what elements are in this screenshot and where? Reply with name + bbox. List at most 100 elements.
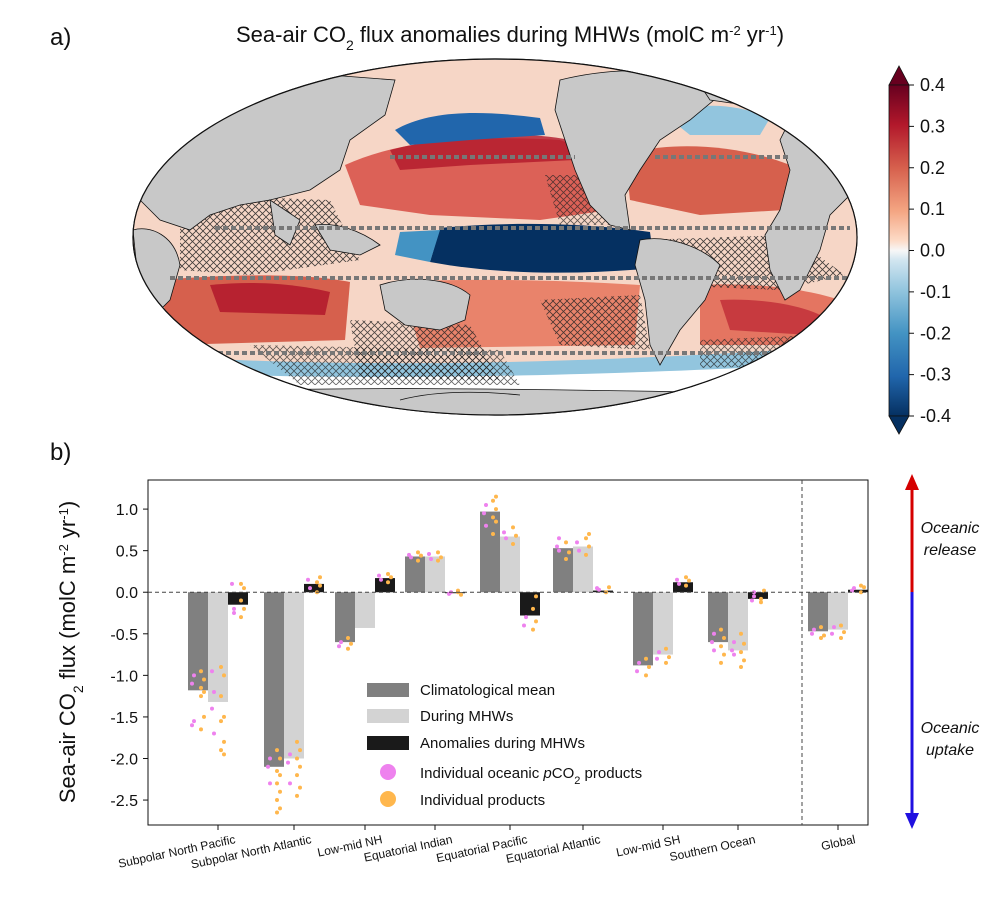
- pco2-product-dot: [575, 540, 579, 545]
- bar-anomalies-during-mhws-7: [748, 592, 768, 599]
- colorbar-tick-label: 0.1: [920, 199, 945, 219]
- pco2-product-dot: [635, 669, 639, 674]
- individual-product-dot: [719, 660, 723, 665]
- individual-product-dot: [436, 558, 440, 563]
- bar-anomalies-during-mhws-0: [228, 592, 248, 605]
- colorbar: 0.4 0.3 0.2 0.1 0.0 -0.1 -0.2 -0.3 -0.4: [888, 65, 951, 435]
- pco2-product-dot: [212, 689, 216, 694]
- individual-product-dot: [346, 646, 350, 651]
- individual-product-dot: [278, 756, 282, 761]
- individual-product-dot: [722, 652, 726, 657]
- pco2-product-dot: [522, 623, 526, 628]
- individual-product-dot: [859, 590, 863, 595]
- pco2-product-dot: [595, 586, 599, 591]
- pco2-product-dot: [210, 706, 214, 711]
- bar-during-mhws-1: [284, 592, 304, 759]
- legend-label-climatological: Climatological mean: [420, 682, 555, 699]
- individual-product-dot: [439, 555, 443, 560]
- individual-product-dot: [684, 575, 688, 580]
- pco2-product-dot: [482, 511, 486, 516]
- legend-label-pco2: Individual oceanic pCO2 products: [420, 765, 642, 787]
- pco2-product-dot: [288, 752, 292, 757]
- y-tick-label: 1.0: [116, 502, 138, 519]
- pco2-product-dot: [308, 586, 312, 591]
- y-tick-label: -2.5: [110, 793, 138, 810]
- pco2-product-dot: [712, 648, 716, 653]
- release-arrow-head: [905, 474, 919, 490]
- individual-product-dot: [739, 665, 743, 670]
- individual-product-dot: [416, 558, 420, 563]
- bar-anomalies-during-mhws-5: [593, 590, 613, 593]
- individual-product-dot: [511, 525, 515, 530]
- individual-product-dot: [295, 793, 299, 798]
- individual-product-dot: [739, 650, 743, 655]
- individual-product-dot: [459, 592, 463, 597]
- individual-product-dot: [386, 571, 390, 576]
- bar-anomalies-during-mhws-1: [304, 583, 324, 593]
- pco2-product-dot: [732, 640, 736, 645]
- individual-product-dot: [239, 581, 243, 586]
- individual-product-dot: [278, 806, 282, 811]
- pco2-product-dot: [230, 581, 234, 586]
- pco2-product-dot: [192, 719, 196, 724]
- y-axis-label: Sea-air CO2 flux (molC m-2 yr-1): [55, 501, 86, 803]
- individual-product-dot: [278, 773, 282, 778]
- pco2-product-dot: [210, 669, 214, 674]
- individual-product-dot: [644, 656, 648, 661]
- pco2-product-dot: [637, 660, 641, 665]
- bar-during-mhws-5: [573, 546, 593, 593]
- individual-product-dot: [219, 748, 223, 753]
- individual-product-dot: [491, 515, 495, 520]
- individual-product-dot: [859, 583, 863, 588]
- pco2-product-dot: [447, 591, 451, 596]
- individual-product-dot: [295, 773, 299, 778]
- uptake-label-line2: uptake: [926, 742, 974, 759]
- pco2-product-dot: [557, 536, 561, 541]
- individual-product-dot: [275, 810, 279, 815]
- x-tick-label: Global: [820, 832, 857, 853]
- bar-climatological-mean-2: [335, 592, 355, 643]
- individual-product-dot: [346, 635, 350, 640]
- panel-a-label: a): [50, 24, 71, 51]
- y-tick-label: -2.0: [110, 751, 138, 768]
- individual-product-dot: [202, 689, 206, 694]
- pco2-product-dot: [732, 652, 736, 657]
- y-tick-label: -1.0: [110, 668, 138, 685]
- individual-product-dot: [534, 594, 538, 599]
- individual-product-dot: [242, 606, 246, 611]
- individual-product-dot: [275, 768, 279, 773]
- bar-during-mhws-8: [828, 592, 848, 630]
- bar-climatological-mean-8: [808, 592, 828, 632]
- individual-product-dot: [531, 627, 535, 632]
- individual-product-dot: [664, 660, 668, 665]
- plot-frame: [147, 479, 869, 826]
- individual-product-dot: [295, 756, 299, 761]
- pco2-product-dot: [232, 611, 236, 616]
- bar-climatological-mean-7: [708, 592, 728, 643]
- individual-product-dot: [219, 665, 223, 670]
- individual-product-dot: [667, 655, 671, 660]
- legend-swatch-anomalies: [367, 736, 409, 750]
- individual-product-dot: [607, 585, 611, 590]
- individual-product-dot: [494, 519, 498, 524]
- individual-product-dot: [491, 498, 495, 503]
- pco2-product-dot: [232, 606, 236, 611]
- individual-product-dot: [759, 600, 763, 605]
- legend-dot-individual: [380, 791, 396, 807]
- legend-label-anomalies: Anomalies during MHWs: [420, 735, 585, 752]
- pco2-product-dot: [306, 577, 310, 582]
- individual-product-dot: [742, 641, 746, 646]
- bar-anomalies-during-mhws-3: [445, 592, 465, 594]
- uptake-arrow-head: [905, 813, 919, 829]
- individual-product-dot: [349, 641, 353, 646]
- pco2-product-dot: [730, 648, 734, 653]
- individual-product-dot: [644, 673, 648, 678]
- individual-product-dot: [436, 550, 440, 555]
- individual-product-dot: [315, 580, 319, 585]
- individual-product-dot: [222, 673, 226, 678]
- individual-product-dot: [242, 586, 246, 591]
- bar-anomalies-during-mhws-8: [848, 589, 868, 593]
- x-tick-label: Southern Ocean: [668, 832, 756, 864]
- individual-product-dot: [494, 494, 498, 499]
- individual-product-dot: [419, 553, 423, 558]
